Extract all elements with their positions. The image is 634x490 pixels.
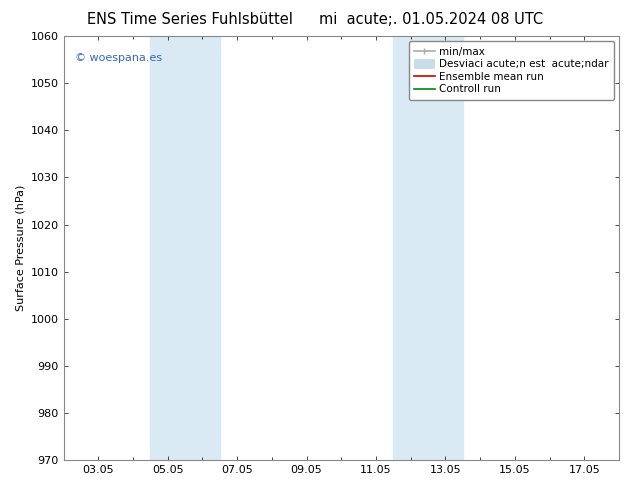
Bar — [393, 36, 463, 460]
Text: ENS Time Series Fuhlsbüttel: ENS Time Series Fuhlsbüttel — [87, 12, 293, 27]
Text: © woespana.es: © woespana.es — [75, 53, 162, 63]
Legend: min/max, Desviaci acute;n est  acute;ndar, Ensemble mean run, Controll run: min/max, Desviaci acute;n est acute;ndar… — [409, 41, 614, 99]
Y-axis label: Surface Pressure (hPa): Surface Pressure (hPa) — [15, 185, 25, 311]
Bar — [150, 36, 220, 460]
Text: mi  acute;. 01.05.2024 08 UTC: mi acute;. 01.05.2024 08 UTC — [319, 12, 543, 27]
